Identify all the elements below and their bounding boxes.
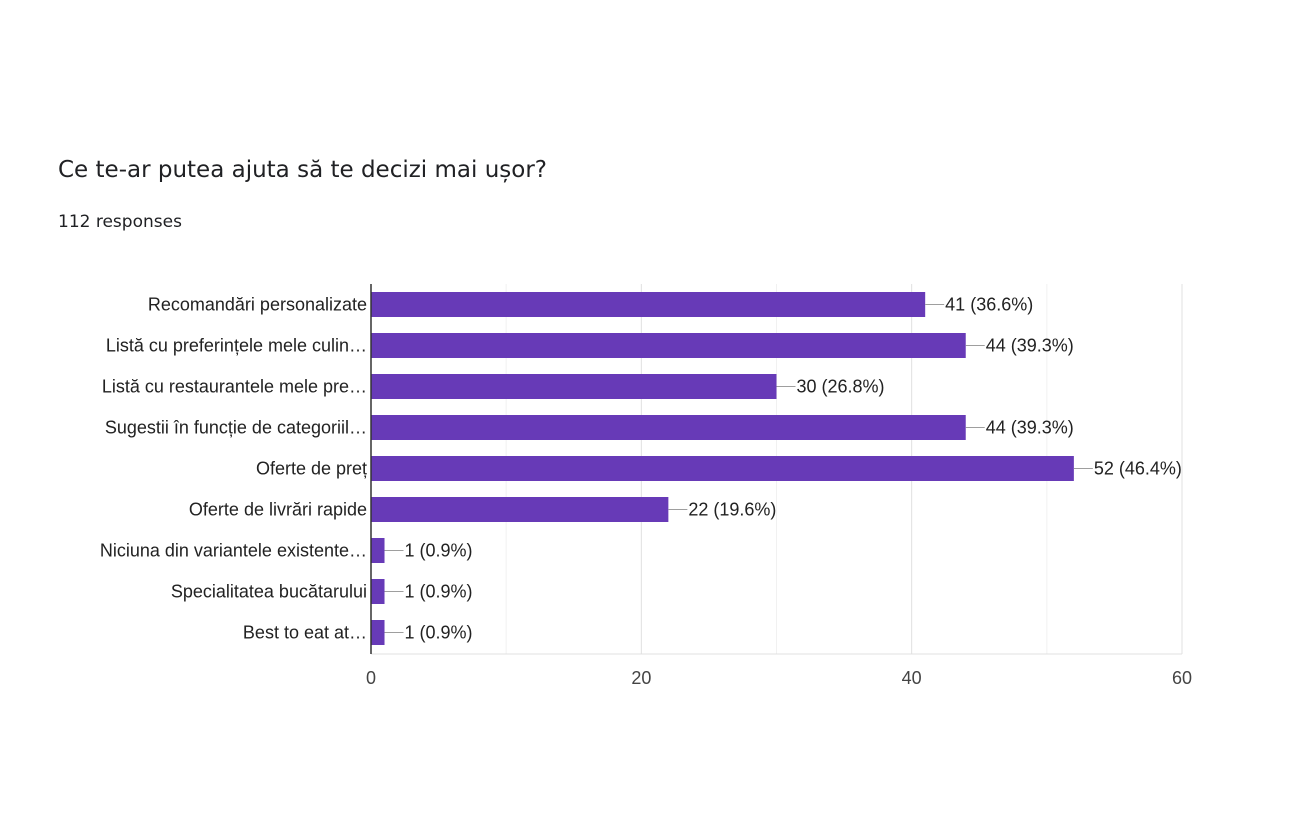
data-label: 44 (39.3%) — [986, 418, 1074, 438]
bar — [371, 374, 777, 399]
bar — [371, 333, 966, 358]
x-tick-label: 0 — [366, 668, 376, 688]
response-count: 112 responses — [58, 212, 182, 232]
category-label: Listă cu restaurantele mele pre… — [102, 377, 367, 397]
category-label: Sugestii în funcție de categoriil… — [105, 418, 367, 438]
category-label: Listă cu preferințele mele culin… — [106, 336, 367, 356]
data-label: 30 (26.8%) — [797, 377, 885, 397]
data-label: 52 (46.4%) — [1094, 459, 1182, 479]
bar-layer — [371, 292, 1074, 645]
bar — [371, 415, 966, 440]
category-label: Oferte de livrări rapide — [189, 500, 367, 520]
data-label: 41 (36.6%) — [945, 295, 1033, 315]
axis-layer: 0 20 40 60 — [366, 284, 1192, 688]
data-label: 1 (0.9%) — [405, 623, 473, 643]
x-tick-label: 20 — [631, 668, 651, 688]
x-tick-label: 40 — [902, 668, 922, 688]
data-label: 44 (39.3%) — [986, 336, 1074, 356]
question-title: Ce te-ar putea ajuta să te decizi mai uș… — [58, 157, 548, 183]
bar — [371, 497, 669, 522]
category-label: Niciuna din variantele existente… — [100, 541, 367, 561]
category-label: Specialitatea bucătarului — [171, 582, 367, 602]
data-label: 22 (19.6%) — [688, 500, 776, 520]
category-label: Oferte de preț — [256, 459, 367, 479]
bar — [371, 538, 385, 563]
data-label: 1 (0.9%) — [405, 541, 473, 561]
bar — [371, 579, 385, 604]
bar — [371, 292, 926, 317]
bar — [371, 620, 385, 645]
category-label: Best to eat at… — [243, 623, 367, 643]
x-tick-label: 60 — [1172, 668, 1192, 688]
category-label: Recomandări personalizate — [148, 295, 367, 315]
bar — [371, 456, 1074, 481]
label-layer: 41 (36.6%) Recomandări personalizate 44 (3… — [100, 295, 1182, 643]
data-label: 1 (0.9%) — [405, 582, 473, 602]
